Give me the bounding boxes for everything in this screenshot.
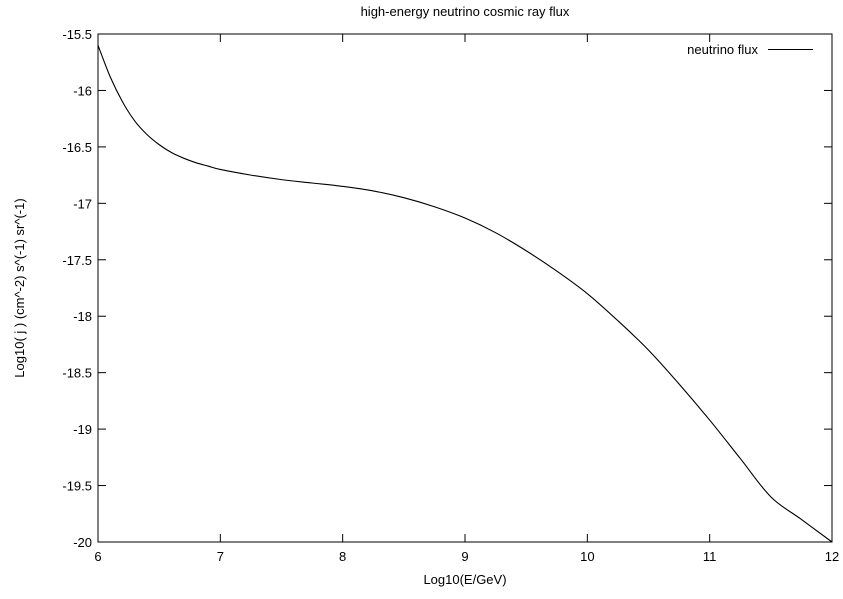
x-tick-labels: 6 7 8 9 10 11 12 bbox=[94, 549, 839, 564]
legend: neutrino flux bbox=[687, 42, 813, 57]
y-tick-label: -20 bbox=[73, 535, 92, 550]
x-tick-label: 8 bbox=[339, 549, 346, 564]
y-tick-label: -19.5 bbox=[62, 479, 92, 494]
y-tick-label: -17.5 bbox=[62, 253, 92, 268]
y-axis-label: Log10( j ) (cm^-2) s^(-1) sr^(-1) bbox=[12, 198, 27, 377]
x-tick-label: 7 bbox=[217, 549, 224, 564]
chart-title: high-energy neutrino cosmic ray flux bbox=[361, 4, 570, 19]
y-tick-label: -16.5 bbox=[62, 140, 92, 155]
x-axis-label: Log10(E/GeV) bbox=[423, 572, 506, 587]
x-tick-label: 6 bbox=[94, 549, 101, 564]
y-tick-label: -18.5 bbox=[62, 366, 92, 381]
plot-frame bbox=[98, 34, 832, 542]
axis-ticks bbox=[98, 34, 832, 542]
y-tick-label: -19 bbox=[73, 422, 92, 437]
x-tick-label: 12 bbox=[825, 549, 839, 564]
y-tick-labels: -20 -19.5 -19 -18.5 -18 -17.5 -17 -16.5 -16 -15.5 bbox=[62, 27, 92, 550]
y-tick-label: -18 bbox=[73, 309, 92, 324]
y-tick-label: -16 bbox=[73, 83, 92, 98]
x-tick-label: 10 bbox=[580, 549, 594, 564]
y-tick-label: -17 bbox=[73, 196, 92, 211]
legend-label-neutrino-flux: neutrino flux bbox=[687, 42, 758, 57]
x-tick-label: 9 bbox=[461, 549, 468, 564]
series-line-neutrino-flux bbox=[98, 45, 832, 542]
x-tick-label: 11 bbox=[703, 549, 717, 564]
y-tick-label: -15.5 bbox=[62, 27, 92, 42]
